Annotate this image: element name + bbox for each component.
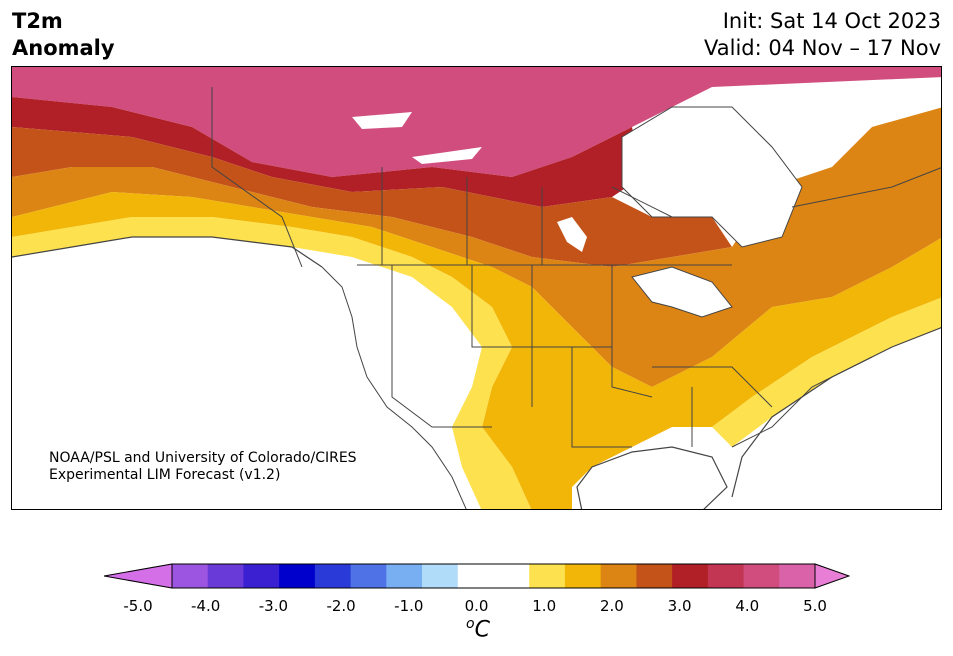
credit-line-2: Experimental LIM Forecast (v1.2) bbox=[49, 467, 281, 483]
colorbar-cell bbox=[314, 564, 352, 588]
unit-celsius: C bbox=[474, 617, 490, 643]
great-lakes bbox=[631, 266, 733, 318]
region-red-north bbox=[12, 97, 642, 207]
arctic-lake-1 bbox=[352, 112, 412, 129]
colorbar-cell bbox=[350, 564, 387, 588]
unit-degree: o bbox=[466, 616, 475, 632]
colorbar-tick-label: 0.0 bbox=[464, 597, 489, 615]
lake-winnipeg bbox=[557, 217, 587, 252]
colorbar-cell bbox=[600, 564, 637, 588]
colorbar-cell bbox=[636, 564, 673, 588]
colorbar-tick-label: -2.0 bbox=[326, 597, 356, 615]
borders bbox=[211, 87, 941, 509]
region-yellow-east bbox=[712, 297, 941, 447]
colorbar-cell bbox=[779, 564, 816, 588]
title-line-1: T2m bbox=[12, 9, 63, 33]
colorbar bbox=[104, 563, 850, 589]
credit-text: NOAA/PSL and University of Colorado/CIRE… bbox=[49, 450, 357, 484]
coastlines bbox=[12, 236, 941, 509]
pacific-ocean bbox=[12, 237, 467, 509]
colorbar-cell bbox=[243, 564, 280, 588]
atlantic-ocean bbox=[732, 327, 941, 509]
colorbar-tick-label: 5.0 bbox=[803, 597, 827, 615]
forecast-dates: Init: Sat 14 Oct 2023 Valid: 04 Nov – 17… bbox=[704, 8, 941, 62]
colorbar-cell bbox=[386, 564, 423, 588]
hudson-bay bbox=[621, 106, 803, 248]
region-pink-north bbox=[12, 67, 941, 177]
colorbar-tick-label: -4.0 bbox=[191, 597, 221, 615]
colorbar-cell bbox=[743, 564, 780, 588]
region-orange bbox=[12, 107, 941, 387]
region-burnt bbox=[12, 127, 732, 267]
colorbar-cell bbox=[493, 564, 530, 588]
region-gold bbox=[12, 192, 941, 509]
map-title: T2m Anomaly bbox=[12, 8, 115, 62]
colorbar-cell bbox=[172, 564, 209, 588]
colorbar-cell bbox=[529, 564, 566, 588]
colorbar-cell bbox=[564, 564, 602, 588]
units-label: oC bbox=[466, 616, 490, 642]
colorbar-tick-label: -5.0 bbox=[123, 597, 153, 615]
colorbar-tick-label: 3.0 bbox=[667, 597, 692, 615]
colorbar-extend-low bbox=[104, 563, 173, 589]
colorbar-cell bbox=[707, 564, 745, 588]
colorbar-cell bbox=[672, 564, 709, 588]
colorbar-tick-label: -3.0 bbox=[258, 597, 289, 615]
colorbar-extend-high bbox=[814, 563, 850, 589]
anomaly-map bbox=[11, 66, 942, 510]
init-date: Init: Sat 14 Oct 2023 bbox=[722, 9, 941, 33]
map-canvas bbox=[12, 67, 941, 509]
colorbar-tick-label: -1.0 bbox=[394, 597, 424, 615]
credit-line-1: NOAA/PSL and University of Colorado/CIRE… bbox=[49, 450, 357, 466]
valid-date: Valid: 04 Nov – 17 Nov bbox=[704, 36, 941, 60]
arctic-lake-2 bbox=[412, 147, 482, 164]
title-line-2: Anomaly bbox=[12, 36, 115, 60]
colorbar-cell bbox=[279, 564, 316, 588]
colorbar-cell bbox=[457, 564, 494, 588]
colorbar-tick-label: 4.0 bbox=[735, 597, 760, 615]
gulf-of-mexico bbox=[577, 447, 727, 509]
colorbar-cell bbox=[422, 564, 459, 588]
region-yellow bbox=[12, 217, 532, 509]
colorbar-tick-label: 1.0 bbox=[532, 597, 557, 615]
colorbar-cell bbox=[207, 564, 244, 588]
colorbar-tick-label: 2.0 bbox=[599, 597, 624, 615]
